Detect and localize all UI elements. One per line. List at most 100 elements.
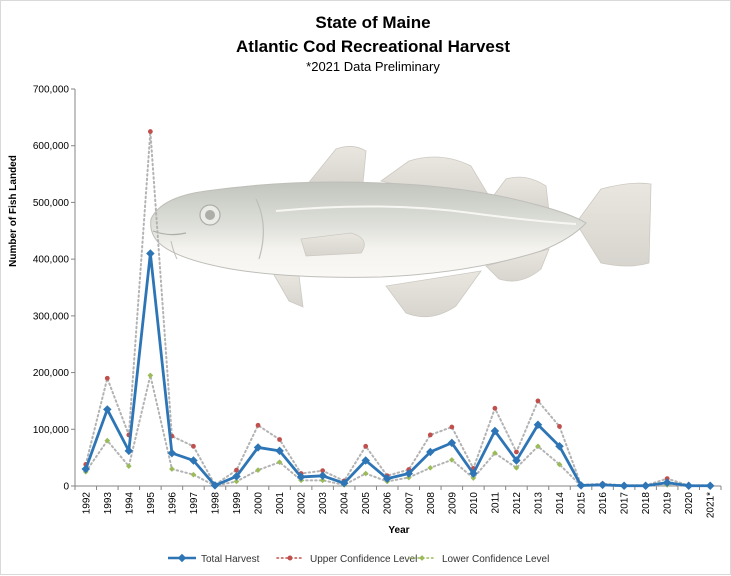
- data-point-total-harvest: [146, 249, 155, 258]
- data-point-lower-confidence-level: [427, 465, 434, 471]
- chart-title: State of Maine: [315, 13, 430, 32]
- x-tick-label: 2005: [361, 492, 372, 515]
- x-tick-label: 2018: [641, 492, 652, 515]
- y-tick-label: 400,000: [33, 255, 70, 266]
- data-point-upper-confidence-level: [147, 129, 153, 134]
- data-point-total-harvest: [210, 481, 220, 490]
- series-layer: [81, 129, 715, 490]
- data-point-lower-confidence-level: [492, 450, 498, 456]
- x-tick-label: 2020: [684, 492, 695, 515]
- x-tick-label: 1992: [81, 492, 92, 515]
- x-tick-label: 2021*: [706, 492, 717, 518]
- x-tick-label: 2002: [297, 492, 308, 515]
- data-point-lower-confidence-level: [556, 461, 563, 468]
- data-point-lower-confidence-level: [276, 459, 283, 466]
- data-point-upper-confidence-level: [449, 424, 455, 430]
- data-point-total-harvest: [318, 471, 327, 481]
- data-point-upper-confidence-level: [234, 467, 239, 473]
- data-point-total-harvest: [189, 456, 198, 465]
- data-point-upper-confidence-level: [104, 375, 110, 381]
- y-tick-label: 300,000: [33, 311, 70, 322]
- data-point-total-harvest: [124, 446, 134, 456]
- data-point-total-harvest: [469, 469, 478, 478]
- x-tick-label: 2008: [426, 492, 437, 515]
- data-point-total-harvest: [490, 426, 500, 436]
- data-point-upper-confidence-level: [320, 468, 326, 474]
- data-point-total-harvest: [576, 481, 586, 490]
- data-point-total-harvest: [705, 481, 715, 490]
- data-point-total-harvest: [447, 438, 457, 448]
- x-tick-label: 2019: [663, 492, 674, 515]
- x-tick-label: 2012: [512, 492, 523, 515]
- data-point-upper-confidence-level: [535, 398, 541, 404]
- x-tick-label: 2017: [620, 492, 631, 515]
- y-axis-label: Number of Fish Landed: [8, 155, 19, 267]
- x-tick-label: 2011: [490, 492, 501, 514]
- data-point-total-harvest: [598, 480, 607, 490]
- data-point-total-harvest: [361, 456, 370, 465]
- data-point-total-harvest: [512, 456, 521, 465]
- y-tick-label: 600,000: [33, 141, 70, 152]
- y-tick-label: 100,000: [33, 425, 70, 436]
- series-total-harvest: [81, 249, 715, 490]
- data-point-total-harvest: [533, 420, 543, 429]
- x-tick-label: 1993: [103, 492, 114, 515]
- data-point-total-harvest: [339, 478, 349, 488]
- data-point-total-harvest: [662, 478, 672, 487]
- legend-item-upper-confidence-level: Upper Confidence Level: [276, 554, 417, 565]
- x-tick-label: 1995: [146, 492, 157, 515]
- data-point-upper-confidence-level: [191, 443, 196, 449]
- y-tick-label: 500,000: [33, 198, 70, 209]
- x-tick-label: 2004: [340, 492, 351, 515]
- x-tick-label: 2006: [383, 492, 394, 515]
- y-axis-ticks: 0 100,000 200,000 300,000 400,000 500,000 600,…: [33, 85, 75, 493]
- data-point-upper-confidence-level: [492, 405, 498, 411]
- data-point-lower-confidence-level: [362, 470, 369, 477]
- x-tick-label: 2003: [318, 492, 329, 515]
- y-tick-label: 0: [63, 482, 69, 493]
- data-point-upper-confidence-level: [277, 437, 282, 442]
- data-point-total-harvest: [232, 472, 241, 481]
- data-point-upper-confidence-level: [557, 424, 562, 429]
- data-point-lower-confidence-level: [126, 463, 132, 469]
- x-tick-label: 2013: [533, 492, 544, 515]
- data-point-total-harvest: [382, 474, 392, 483]
- legend: Total Harvest Upper Confidence Level Low…: [168, 553, 549, 565]
- x-axis-label: Year: [388, 525, 409, 536]
- chart-note: *2021 Data Preliminary: [306, 59, 440, 74]
- data-point-lower-confidence-level: [233, 478, 240, 485]
- data-point-total-harvest: [296, 472, 306, 482]
- y-tick-label: 700,000: [33, 85, 70, 96]
- x-tick-label: 2016: [598, 492, 609, 515]
- data-point-lower-confidence-level: [104, 437, 111, 444]
- data-point-lower-confidence-level: [535, 443, 541, 450]
- data-point-total-harvest: [555, 442, 564, 451]
- x-tick-label: 1997: [189, 492, 200, 515]
- x-tick-label: 2014: [555, 492, 566, 515]
- data-point-upper-confidence-level: [514, 449, 519, 455]
- data-point-total-harvest: [103, 405, 112, 414]
- data-point-total-harvest: [404, 469, 414, 478]
- legend-label-upper-confidence-level: Upper Confidence Level: [310, 554, 417, 565]
- legend-item-lower-confidence-level: Lower Confidence Level: [408, 554, 549, 565]
- data-point-total-harvest: [641, 481, 650, 490]
- x-tick-label: 2000: [254, 492, 265, 515]
- data-point-upper-confidence-level: [255, 422, 261, 428]
- data-point-total-harvest: [81, 464, 91, 474]
- legend-item-total-harvest: Total Harvest: [168, 553, 260, 565]
- x-tick-label: 1994: [124, 492, 135, 515]
- data-point-lower-confidence-level: [169, 466, 175, 472]
- data-point-lower-confidence-level: [513, 465, 520, 471]
- data-point-upper-confidence-level: [427, 432, 433, 438]
- x-tick-label: 1998: [210, 492, 221, 515]
- x-tick-label: 1996: [167, 492, 178, 515]
- x-tick-label: 2009: [447, 492, 458, 515]
- data-point-lower-confidence-level: [319, 477, 326, 484]
- legend-label-lower-confidence-level: Lower Confidence Level: [442, 554, 549, 565]
- data-point-total-harvest: [619, 481, 629, 490]
- data-point-upper-confidence-level: [363, 443, 369, 449]
- y-tick-label: 200,000: [33, 368, 70, 379]
- data-point-total-harvest: [167, 448, 177, 458]
- data-point-total-harvest: [426, 447, 435, 457]
